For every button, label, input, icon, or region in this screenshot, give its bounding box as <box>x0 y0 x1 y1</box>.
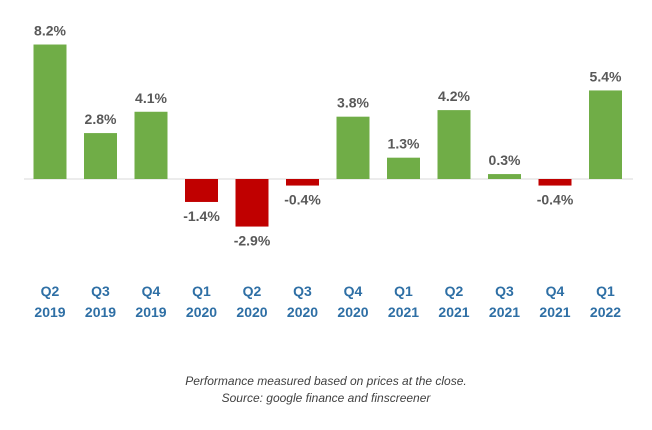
category-quarter-label: Q3 <box>91 283 110 299</box>
bar-q3-2021 <box>488 174 521 179</box>
category-year-label: 2021 <box>388 304 419 320</box>
data-label-q4-2020: 3.8% <box>337 95 369 111</box>
category-year-label: 2020 <box>236 304 267 320</box>
data-label-q1-2022: 5.4% <box>590 68 622 84</box>
category-year-label: 2020 <box>337 304 368 320</box>
data-label-q2-2021: 4.2% <box>438 88 470 104</box>
bar-q1-2021 <box>387 157 420 179</box>
bar-q4-2019 <box>134 111 168 179</box>
category-quarter-label: Q1 <box>394 283 413 299</box>
bar-q4-2020 <box>336 116 370 179</box>
bar-q3-2019 <box>84 133 117 179</box>
category-year-label: 2019 <box>85 304 116 320</box>
category-quarter-label: Q4 <box>344 283 363 299</box>
data-label-q3-2020: -0.4% <box>284 192 321 208</box>
bar-chart: 8.2% 2.8% 4.1% -1.4% -2.9% -0.4% 3.8% 1.3% 4.2% 0… <box>24 23 633 320</box>
data-label-q3-2021: 0.3% <box>489 152 521 168</box>
category-quarter-label: Q1 <box>596 283 615 299</box>
caption-source-note: Source: google finance and finscreener <box>221 391 431 405</box>
category-year-label: 2019 <box>135 304 166 320</box>
category-quarter-label: Q3 <box>293 283 312 299</box>
bar-q2-2019 <box>33 44 67 179</box>
bar-q2-2021 <box>437 110 471 179</box>
data-label-q4-2019: 4.1% <box>135 90 167 106</box>
bar-q2-2020 <box>235 179 269 227</box>
bar-q1-2022 <box>589 90 622 179</box>
bar-q3-2020 <box>286 179 319 186</box>
data-label-q2-2019: 8.2% <box>34 23 66 39</box>
bar-q1-2020 <box>185 179 218 202</box>
category-quarter-label: Q2 <box>243 283 262 299</box>
category-quarter-label: Q1 <box>192 283 211 299</box>
category-quarter-label: Q2 <box>41 283 60 299</box>
category-year-label: 2021 <box>489 304 520 320</box>
category-year-label: 2021 <box>539 304 570 320</box>
category-quarter-label: Q2 <box>445 283 464 299</box>
category-year-label: 2022 <box>590 304 621 320</box>
category-quarter-label: Q4 <box>546 283 565 299</box>
bar-q4-2021 <box>538 179 572 186</box>
data-label-q4-2021: -0.4% <box>537 192 574 208</box>
caption-performance-note: Performance measured based on prices at … <box>185 374 467 388</box>
data-label-q1-2020: -1.4% <box>183 208 220 224</box>
category-year-label: 2019 <box>34 304 65 320</box>
category-year-label: 2020 <box>186 304 217 320</box>
category-quarter-label: Q3 <box>495 283 514 299</box>
data-label-q3-2019: 2.8% <box>85 111 117 127</box>
category-quarter-label: Q4 <box>142 283 161 299</box>
data-label-q1-2021: 1.3% <box>388 136 420 152</box>
data-label-q2-2020: -2.9% <box>234 233 271 249</box>
category-year-label: 2021 <box>438 304 469 320</box>
category-year-label: 2020 <box>287 304 318 320</box>
